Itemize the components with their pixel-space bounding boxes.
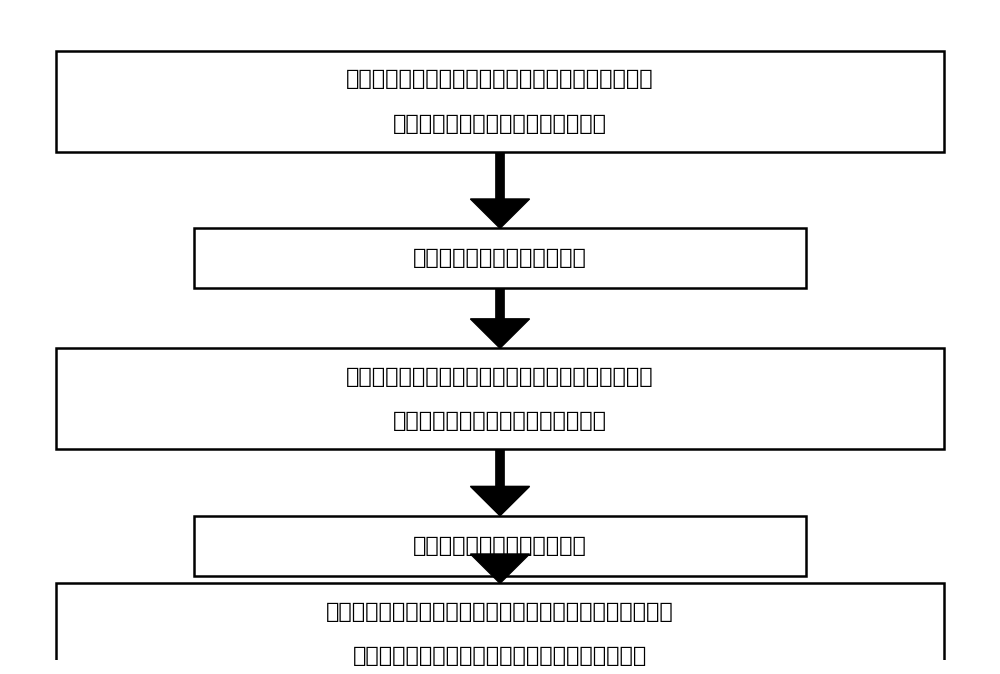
- Polygon shape: [470, 319, 530, 348]
- Text: 利用深水井筒天然气水合物形成及分解模拟装置进行: 利用深水井筒天然气水合物形成及分解模拟装置进行: [346, 69, 654, 90]
- Bar: [194, 228, 806, 288]
- Text: 利用深水井筒天然气水合物形成及分解模拟装置进行: 利用深水井筒天然气水合物形成及分解模拟装置进行: [346, 367, 654, 387]
- Bar: [56, 51, 944, 152]
- Bar: [56, 348, 944, 450]
- Text: 深水井筒天然气水合物形成模拟实验: 深水井筒天然气水合物形成模拟实验: [393, 114, 607, 134]
- Text: 利用含天然气水合物相变的深水井筒多相流动模拟装置进行: 利用含天然气水合物相变的深水井筒多相流动模拟装置进行: [326, 602, 674, 621]
- Polygon shape: [470, 199, 530, 228]
- Text: 含天然气水合物相变的深水井筒多相流动模拟实验: 含天然气水合物相变的深水井筒多相流动模拟实验: [353, 646, 647, 667]
- Text: 深水井筒天然气水合物分解模拟实验: 深水井筒天然气水合物分解模拟实验: [393, 411, 607, 431]
- Polygon shape: [470, 487, 530, 516]
- Bar: [194, 516, 806, 576]
- Text: 确定天然气水合物的分解速度: 确定天然气水合物的分解速度: [413, 536, 587, 556]
- Text: 确定形成的天然气水合物的量: 确定形成的天然气水合物的量: [413, 249, 587, 268]
- Polygon shape: [470, 554, 530, 584]
- Bar: [56, 584, 944, 674]
